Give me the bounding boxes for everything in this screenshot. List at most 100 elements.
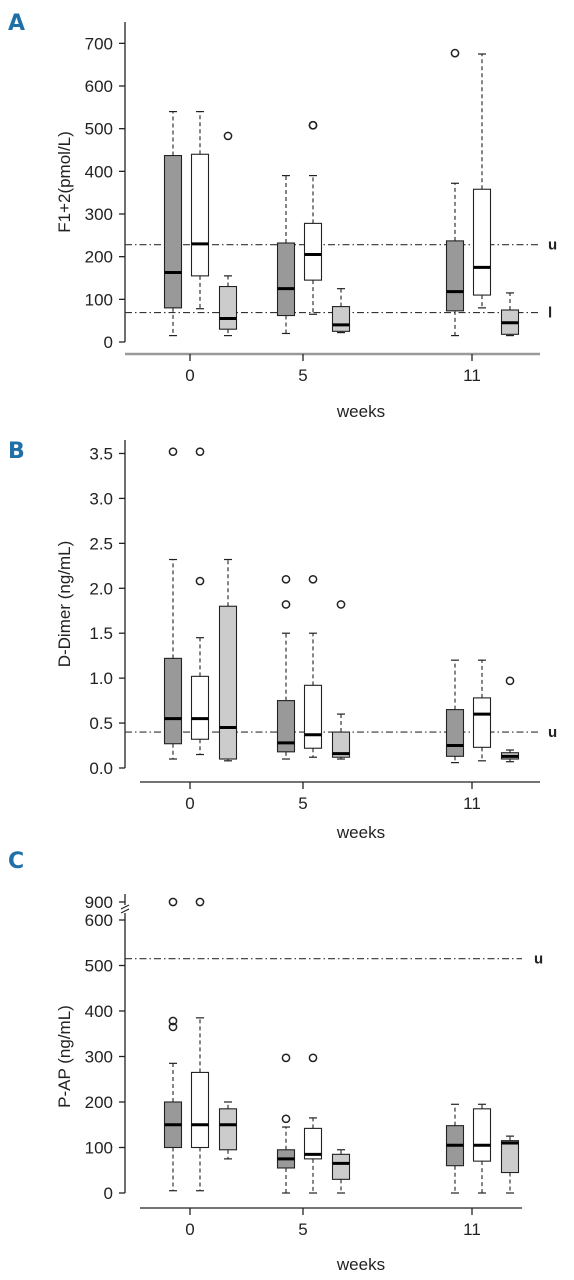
outlier-point: [195, 447, 205, 457]
outlier-point: [281, 574, 291, 584]
y-tick-label: 700: [85, 34, 113, 53]
y-tick-label: 3.0: [89, 489, 113, 508]
y-tick-label: 500: [85, 120, 113, 139]
outlier-point: [168, 447, 178, 457]
panel-letter: B: [8, 439, 25, 464]
box-plot: [218, 1101, 238, 1160]
box-iqr: [163, 657, 183, 745]
outlier-point: [223, 131, 233, 141]
reference-line-label: l: [548, 305, 552, 322]
box-iqr: [303, 684, 323, 749]
box-iqr: [276, 700, 296, 753]
box-iqr: [500, 1140, 520, 1174]
y-tick-label: 1.0: [89, 669, 113, 688]
box-plot: [500, 1135, 520, 1194]
box-iqr: [190, 1071, 210, 1149]
box-plot: [472, 1103, 492, 1194]
box-plot: [445, 659, 465, 764]
chart-panel-C: C 900 0 100 200 300 400 500 600 P-AP (ng/mL) 0 5 11 w…: [8, 849, 543, 1274]
box-iqr: [218, 605, 238, 760]
x-tick-label: 11: [463, 366, 481, 385]
panel-letter: C: [8, 849, 24, 874]
y-tick-label: 100: [85, 1139, 113, 1158]
y-tick-label: 0.5: [89, 714, 113, 733]
x-axis-title: weeks: [336, 823, 385, 842]
y-tick-label: 0: [104, 1184, 113, 1203]
x-tick-label: 0: [185, 1220, 194, 1239]
box-plot: [500, 676, 520, 763]
box-plot: [445, 48, 465, 337]
y-tick-label: 3.5: [89, 444, 113, 463]
box-iqr: [303, 1127, 323, 1160]
box-iqr: [445, 240, 465, 312]
box-iqr: [218, 285, 238, 330]
box-iqr: [331, 306, 351, 332]
y-tick-label: 500: [85, 957, 113, 976]
box-iqr: [472, 697, 492, 748]
outlier-point: [308, 120, 318, 130]
x-tick-label: 11: [463, 1220, 481, 1239]
box-iqr: [163, 154, 183, 309]
x-axis-title: weeks: [336, 1255, 385, 1274]
y-tick-label: 100: [85, 290, 113, 309]
box-plot: [472, 659, 492, 762]
outlier-point: [505, 676, 515, 686]
box-plot: [303, 1053, 323, 1194]
outlier-point: [195, 576, 205, 586]
outlier-point: [281, 1114, 291, 1124]
chart-panel-B: B 0.0 0.5 1.0 1.5 2.0 2.5 3.0 3.5 D-Dimer (ng/mL)…: [8, 439, 557, 842]
box-plot: [190, 110, 210, 310]
box-plot: [276, 1053, 296, 1194]
box-iqr: [472, 1108, 492, 1162]
box-iqr: [190, 675, 210, 740]
reference-line-label: u: [534, 951, 543, 968]
box-plot: [500, 292, 520, 337]
box-plot: [218, 558, 238, 762]
outlier-point: [281, 600, 291, 609]
y-tick-label: 0.0: [89, 759, 113, 778]
box-iqr: [445, 709, 465, 757]
y-tick-label: 0: [104, 333, 113, 352]
y-tick-label: 900: [85, 893, 113, 912]
box-plot: [276, 175, 296, 335]
box-plot: [190, 897, 210, 1192]
y-tick-label: 400: [85, 162, 113, 181]
box-plot: [445, 1103, 465, 1194]
box-iqr: [218, 1108, 238, 1151]
box-iqr: [190, 153, 210, 277]
outlier-point: [450, 48, 460, 58]
y-tick-label: 600: [85, 77, 113, 96]
box-plot: [163, 447, 183, 760]
axis-break-mark: [120, 904, 130, 910]
y-tick-label: 1.5: [89, 624, 113, 643]
y-tick-label: 600: [85, 911, 113, 930]
y-tick-label: 2.0: [89, 579, 113, 598]
outlier-point: [336, 600, 346, 609]
box-iqr: [303, 222, 323, 281]
box-plot: [163, 897, 183, 1192]
x-tick-label: 0: [185, 794, 194, 813]
reference-line-label: u: [548, 237, 557, 254]
y-tick-label: 200: [85, 1093, 113, 1112]
box-plot: [190, 447, 210, 756]
x-tick-label: 11: [463, 794, 481, 813]
y-tick-label: 400: [85, 1002, 113, 1021]
box-iqr: [331, 1153, 351, 1180]
box-plot: [331, 288, 351, 334]
y-tick-label: 2.5: [89, 534, 113, 553]
box-iqr: [331, 731, 351, 758]
x-tick-label: 5: [298, 1220, 307, 1239]
outlier-point: [168, 1022, 178, 1032]
box-plot: [163, 110, 183, 337]
outlier-point: [168, 897, 178, 907]
reference-line-label: u: [548, 724, 557, 741]
outlier-point: [308, 1053, 318, 1063]
box-plot: [331, 600, 351, 760]
box-plot: [303, 120, 323, 315]
y-tick-label: 200: [85, 248, 113, 267]
y-tick-label: 300: [85, 205, 113, 224]
axis-break-mark: [120, 908, 130, 914]
x-axis-title: weeks: [336, 402, 385, 421]
chart-panel-A: A 0 100 200 300 400 500 600 700 F1+2(pmol/L) 0 5 11 w…: [8, 11, 557, 421]
